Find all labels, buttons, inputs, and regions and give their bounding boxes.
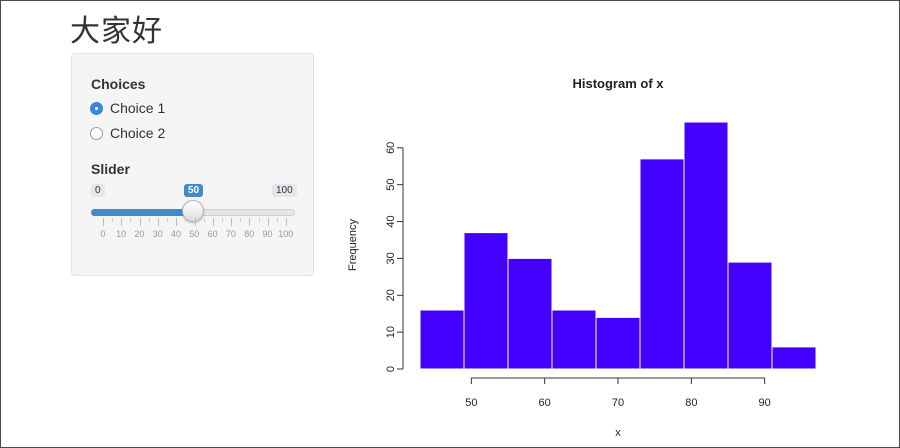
x-tick-label: 60 (539, 397, 551, 409)
slider-tick-mark (167, 218, 169, 222)
y-tick-label: 20 (385, 289, 397, 301)
slider-tick-mark (121, 218, 123, 226)
x-tick-label: 70 (612, 397, 624, 409)
slider-tick-mark (203, 218, 205, 222)
slider-tick-mark (221, 218, 223, 222)
slider-tick-mark (258, 218, 260, 222)
slider-handle[interactable] (182, 200, 204, 222)
slider-label: Slider (91, 161, 130, 177)
slider-tick-mark (249, 218, 251, 226)
slider-tick-label: 80 (244, 229, 255, 239)
radio-choice-1-label: Choice 1 (110, 100, 166, 116)
slider-tick-label: 0 (100, 229, 106, 239)
histogram-bar (595, 316, 641, 370)
radio-choice-2[interactable]: Choice 2 (90, 124, 165, 142)
y-tick-label: 60 (385, 142, 397, 154)
slider-tick-mark (157, 218, 159, 226)
slider-tick-mark (212, 218, 214, 226)
slider-tick-mark (240, 218, 242, 222)
slider-tick-label: 70 (225, 229, 236, 239)
histogram-bar (639, 158, 685, 370)
slider-tick-mark (286, 218, 287, 226)
slider-tick-mark (231, 218, 233, 226)
radio-checked-icon[interactable] (90, 101, 103, 115)
y-tick-label: 30 (385, 252, 397, 264)
slider-tick-label: 20 (134, 229, 145, 239)
histogram-bar (463, 232, 509, 370)
x-tick-label: 50 (465, 397, 477, 409)
slider-tick-mark (276, 218, 278, 222)
histogram-chart: Histogram of x 0 10 20 30 40 50 60 50 60 70 80 90 x Fr… (347, 76, 817, 439)
radio-choice-1[interactable]: Choice 1 (90, 99, 165, 117)
page-title: 大家好 (70, 14, 163, 49)
sidebar-panel: Choices Choice 1 Choice 2 Slider 0 50 10… (71, 53, 314, 276)
y-tick-label: 10 (385, 326, 397, 338)
slider-tick-mark (130, 218, 132, 222)
histogram-bar (551, 309, 597, 370)
y-tick-label: 0 (385, 366, 397, 372)
slider-tick-mark (148, 218, 150, 222)
slider-min-label: 0 (91, 184, 105, 197)
slider-tick-label: 50 (189, 229, 200, 239)
slider-tick-label: 90 (262, 229, 273, 239)
choices-label: Choices (91, 76, 146, 92)
slider-max-label: 100 (272, 184, 297, 197)
histogram-bar (683, 121, 729, 370)
slider-value-label: 50 (184, 184, 204, 197)
slider-tick-label: 40 (171, 229, 182, 239)
y-axis-label: Frequency (347, 219, 359, 271)
radio-unchecked-icon[interactable] (90, 126, 103, 140)
slider-tick-mark (112, 218, 114, 222)
slider-tick-label: 100 (278, 229, 294, 239)
slider-tick-mark (185, 218, 187, 222)
x-axis-label: x (615, 427, 621, 439)
slider-tick-mark (139, 218, 141, 226)
histogram-bar (507, 257, 553, 370)
x-tick-label: 80 (685, 397, 697, 409)
histogram-bar (419, 309, 465, 370)
slider-tick-mark (194, 218, 196, 226)
slider-tick-mark (176, 218, 178, 226)
x-tick-label: 90 (759, 397, 771, 409)
slider-ticks: 0 10 20 30 40 50 60 70 80 90 100 (72, 218, 315, 248)
y-tick-label: 50 (385, 179, 397, 191)
histogram-bar (727, 261, 773, 370)
chart-title: Histogram of x (572, 76, 664, 91)
histogram-bar (771, 346, 817, 370)
slider-tick-label: 10 (116, 229, 127, 239)
slider-tick-mark (267, 218, 269, 226)
slider-fill (91, 209, 193, 216)
radio-choice-2-label: Choice 2 (110, 125, 166, 141)
y-tick-label: 40 (385, 215, 397, 227)
slider-tick-mark (103, 218, 104, 226)
slider-tick-label: 30 (152, 229, 163, 239)
slider-tick-label: 60 (207, 229, 218, 239)
